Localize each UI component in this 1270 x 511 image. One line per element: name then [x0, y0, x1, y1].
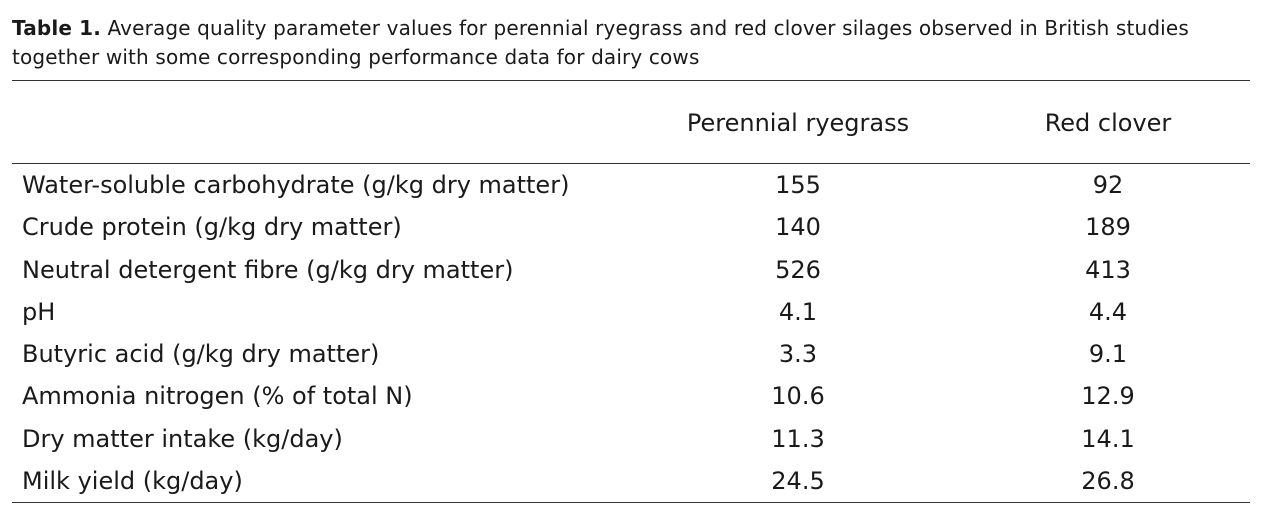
- ryegrass-value: 24.5: [771, 467, 825, 496]
- header-rule: [12, 163, 1250, 164]
- table-caption: Table 1. Average quality parameter value…: [12, 14, 1257, 72]
- ryegrass-value: 4.1: [778, 297, 818, 326]
- table-row: Crude protein (g/kg dry matter) 140 189: [0, 207, 1270, 249]
- clover-value: 9.1: [1088, 340, 1128, 369]
- clover-value: 4.4: [1088, 297, 1128, 326]
- parameter-cell: Dry matter intake (kg/day): [22, 424, 343, 453]
- table-row: Water-soluble carbohydrate (g/kg dry mat…: [0, 165, 1270, 207]
- ryegrass-value: 526: [775, 255, 821, 284]
- clover-value: 189: [1085, 213, 1131, 242]
- parameter-cell: Butyric acid (g/kg dry matter): [22, 340, 380, 369]
- ryegrass-value: 3.3: [778, 340, 818, 369]
- ryegrass-value: 11.3: [771, 424, 825, 453]
- table-row: pH 4.1 4.4: [0, 292, 1270, 334]
- parameter-cell: pH: [22, 297, 56, 326]
- column-header-ryegrass: Perennial ryegrass: [686, 109, 910, 137]
- table-row: Butyric acid (g/kg dry matter) 3.3 9.1: [0, 334, 1270, 376]
- table-row: Dry matter intake (kg/day) 11.3 14.1: [0, 419, 1270, 461]
- bottom-rule: [12, 502, 1250, 503]
- caption-text: Average quality parameter values for per…: [12, 16, 1189, 69]
- clover-value: 92: [1092, 171, 1124, 199]
- clover-value: 14.1: [1081, 424, 1135, 453]
- top-rule: [12, 80, 1250, 81]
- table-body: Water-soluble carbohydrate (g/kg dry mat…: [0, 165, 1270, 503]
- clover-value: 413: [1085, 255, 1131, 284]
- ryegrass-value: 140: [775, 213, 821, 242]
- table-row: Neutral detergent fibre (g/kg dry matter…: [0, 250, 1270, 292]
- caption-label: Table 1.: [12, 16, 101, 40]
- table-row: Milk yield (kg/day) 24.5 26.8: [0, 461, 1270, 503]
- column-header-clover: Red clover: [1044, 109, 1172, 137]
- parameter-cell: Ammonia nitrogen (% of total N): [22, 382, 413, 411]
- parameter-cell: Neutral detergent fibre (g/kg dry matter…: [22, 255, 514, 284]
- parameter-cell: Crude protein (g/kg dry matter): [22, 213, 402, 242]
- table-row: Ammonia nitrogen (% of total N) 10.6 12.…: [0, 376, 1270, 418]
- parameter-cell: Milk yield (kg/day): [22, 467, 243, 496]
- ryegrass-value: 10.6: [771, 382, 825, 411]
- ryegrass-value: 155: [775, 171, 821, 199]
- clover-value: 26.8: [1081, 467, 1135, 496]
- clover-value: 12.9: [1081, 382, 1135, 411]
- parameter-cell: Water-soluble carbohydrate (g/kg dry mat…: [22, 171, 570, 199]
